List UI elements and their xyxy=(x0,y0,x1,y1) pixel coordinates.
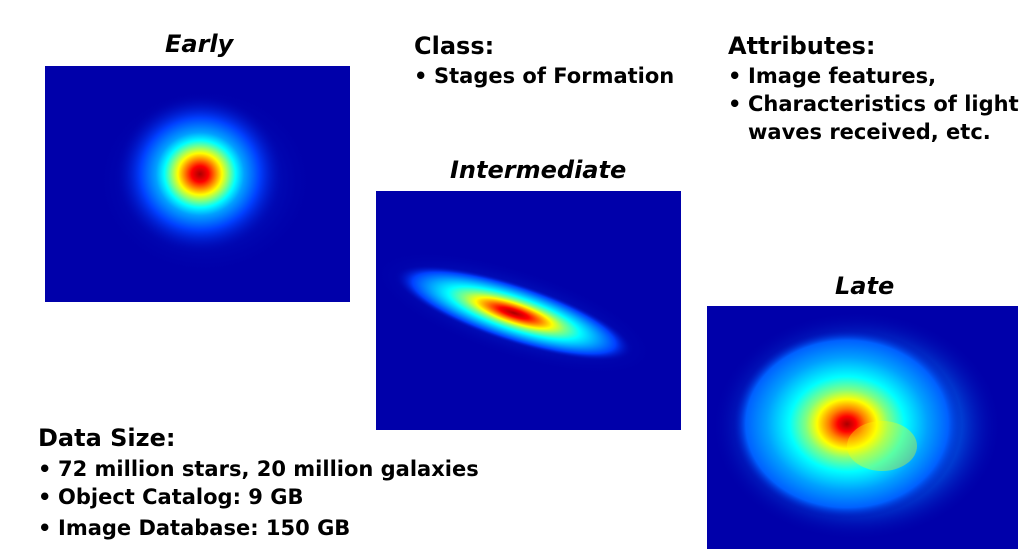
class-item: • Stages of Formation xyxy=(414,62,674,90)
attributes-item-text: Characteristics of light xyxy=(748,92,1019,116)
bullet-icon: • xyxy=(728,92,742,116)
attributes-item: • Characteristics of light xyxy=(728,90,1019,118)
bullet-icon: • xyxy=(38,485,52,509)
attributes-item-text: Image features, xyxy=(748,64,937,88)
data-size-heading: Data Size: xyxy=(38,424,176,452)
attributes-item-continuation: waves received, etc. xyxy=(748,120,991,144)
early-label: Early xyxy=(165,30,234,58)
late-galaxy-image xyxy=(707,306,1018,549)
data-size-item: • Image Database: 150 GB xyxy=(38,514,350,542)
data-size-item: • 72 million stars, 20 million galaxies xyxy=(38,455,479,483)
class-heading: Class: xyxy=(414,32,495,60)
intermediate-label: Intermediate xyxy=(450,156,627,184)
data-size-item-text: Object Catalog: 9 GB xyxy=(58,485,304,509)
early-galaxy-image xyxy=(45,66,350,302)
late-label: Late xyxy=(835,272,895,300)
intermediate-galaxy-image xyxy=(376,191,681,430)
data-size-item-text: 72 million stars, 20 million galaxies xyxy=(58,457,479,481)
attributes-item: • Image features, xyxy=(728,62,936,90)
bullet-icon: • xyxy=(414,64,428,88)
data-size-item: • Object Catalog: 9 GB xyxy=(38,483,303,511)
bullet-icon: • xyxy=(728,64,742,88)
bullet-icon: • xyxy=(38,457,52,481)
attributes-heading: Attributes: xyxy=(728,32,876,60)
bullet-icon: • xyxy=(38,516,52,540)
data-size-item-text: Image Database: 150 GB xyxy=(58,516,351,540)
class-item-text: Stages of Formation xyxy=(434,64,675,88)
